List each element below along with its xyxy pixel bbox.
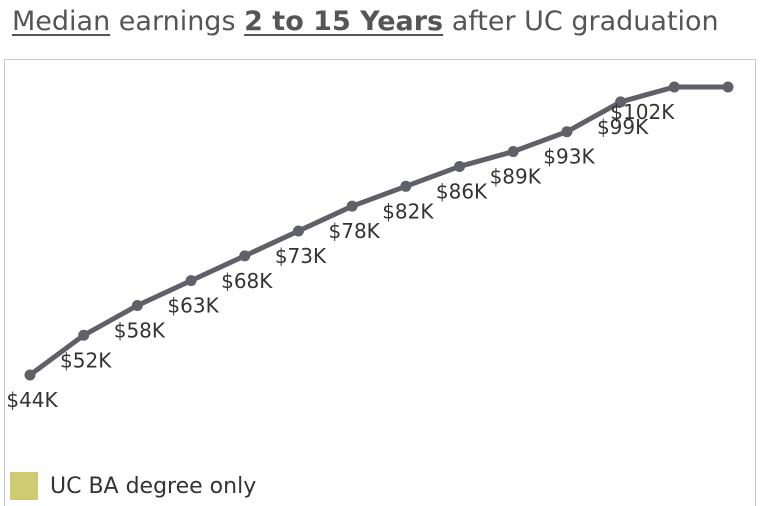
data-label: $99K bbox=[597, 115, 649, 139]
data-label: $63K bbox=[167, 294, 219, 318]
data-label: $78K bbox=[329, 219, 381, 243]
data-label: $73K bbox=[275, 244, 327, 268]
data-label: $93K bbox=[543, 145, 595, 169]
data-label: $44K bbox=[6, 388, 58, 412]
data-point[interactable] bbox=[185, 275, 197, 287]
chart-title: Median earnings 2 to 15 Years after UC g… bbox=[12, 4, 719, 40]
title-earnings: earnings bbox=[110, 6, 245, 37]
chart-frame bbox=[4, 59, 756, 506]
data-point[interactable] bbox=[346, 200, 358, 212]
data-point[interactable] bbox=[131, 299, 143, 311]
data-point[interactable] bbox=[615, 96, 627, 108]
title-median: Median bbox=[12, 6, 111, 37]
data-point[interactable] bbox=[239, 250, 251, 262]
data-point[interactable] bbox=[400, 180, 412, 192]
legend-swatch bbox=[10, 472, 38, 500]
data-label: $89K bbox=[490, 165, 542, 189]
data-label: $102K bbox=[610, 100, 675, 124]
legend[interactable]: UC BA degree only bbox=[10, 471, 256, 501]
data-label: $86K bbox=[436, 179, 488, 203]
title-after: after UC graduation bbox=[443, 6, 719, 37]
series-line bbox=[27, 84, 731, 378]
data-label: $68K bbox=[221, 269, 273, 293]
data-point[interactable] bbox=[668, 81, 680, 93]
data-point[interactable] bbox=[292, 225, 304, 237]
data-label: $82K bbox=[382, 199, 434, 223]
legend-label: UC BA degree only bbox=[50, 473, 257, 499]
data-point[interactable] bbox=[561, 126, 573, 138]
data-point[interactable] bbox=[507, 146, 519, 158]
line-chart: $44K$52K$58K$63K$68K$73K$78K$82K$86K$89K… bbox=[6, 81, 734, 412]
data-label: $52K bbox=[60, 348, 112, 372]
data-label: $58K bbox=[114, 318, 166, 342]
data-point[interactable] bbox=[722, 81, 734, 93]
data-point[interactable] bbox=[454, 160, 466, 172]
title-years: 2 to 15 Years bbox=[244, 6, 444, 37]
data-point[interactable] bbox=[78, 329, 90, 341]
data-point[interactable] bbox=[24, 369, 36, 381]
